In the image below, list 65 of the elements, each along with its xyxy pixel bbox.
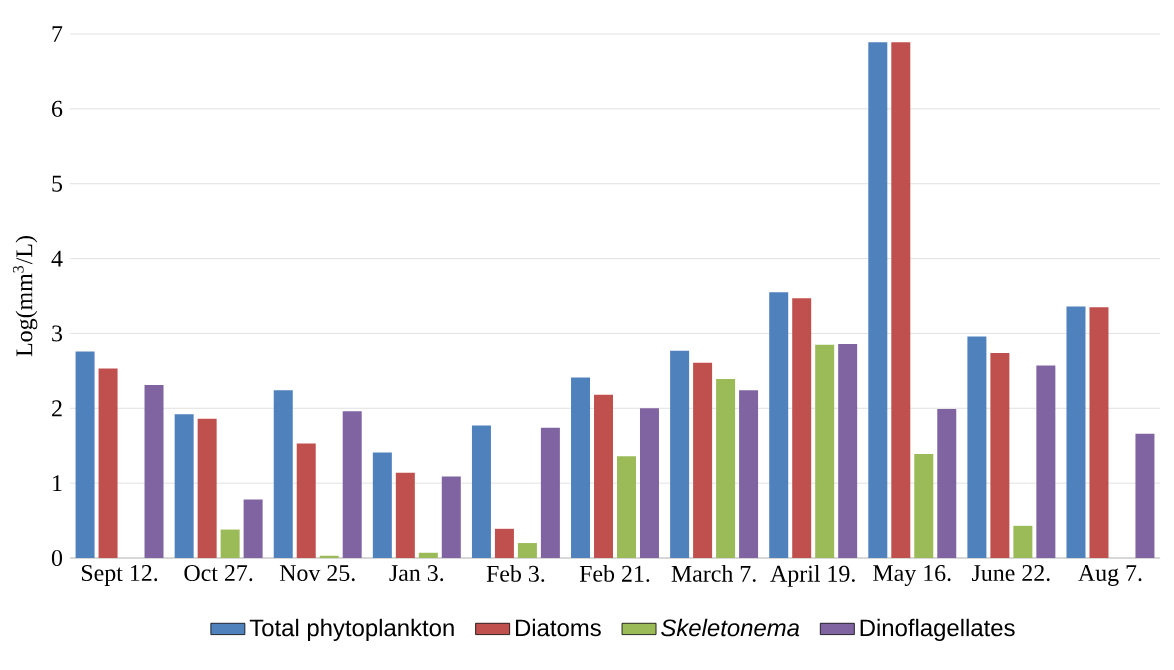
y-tick-label: 4 [51,250,63,267]
y-tick-label: 0 [51,549,63,567]
bar [1135,433,1155,558]
legend-label: Diatoms [515,618,601,637]
y-tick-label: 2 [52,400,62,417]
bar [220,529,240,558]
bar [967,336,987,558]
bar [174,414,194,558]
bar [868,42,888,558]
bar [792,298,812,558]
bar [342,411,362,558]
x-tick-label: April 19. [770,565,855,587]
bar [594,394,614,558]
bar [273,390,293,558]
x-tick-label: Oct 27. [184,565,253,582]
bar [639,408,659,558]
x-tick-label: Nov 25. [279,565,355,582]
bar [395,472,415,558]
bar [990,352,1010,558]
bar [1089,307,1109,558]
x-tick-label: Feb 3. [486,565,545,582]
x-tick-label: May 16. [873,565,951,587]
y-tick-label: 5 [52,175,63,192]
bar [197,418,217,558]
y-tick-label: 1 [53,475,62,492]
x-tick-label: Sept 12. [81,565,158,586]
bar [471,425,491,558]
bar [670,350,690,558]
bar [914,453,934,558]
bar [891,42,911,558]
bar [1066,306,1086,558]
bar [441,476,461,558]
y-tick-label: 6 [52,100,63,117]
bar [540,427,560,558]
bar [769,292,789,558]
bar [617,456,636,558]
bar [838,343,858,558]
x-tick-label: March 7. [671,565,756,582]
bar [937,409,957,558]
y-tick-label: 7 [52,26,63,42]
legend-label: Total phytoplankton [249,618,454,642]
bar [716,379,736,558]
bar [517,543,537,558]
bar [144,385,164,558]
bar [1036,365,1056,558]
bar [75,351,95,558]
x-tick-label: Feb 21. [579,565,650,582]
bar [739,390,759,558]
legend-label: Dinoflagellates [860,618,1015,642]
bar [1013,525,1033,558]
bar [418,552,438,558]
y-axis-title: Log(mm$^{3}$/L) [12,236,38,357]
bar [98,368,118,558]
x-tick-label: Aug 7. [1078,565,1142,586]
bar [372,452,392,558]
y-tick-label: 3 [52,325,63,342]
bar [571,377,591,558]
x-tick-label: June 22. [972,565,1050,582]
x-tick-label: Jan 3. [389,565,444,582]
bar [815,344,835,558]
bar [693,362,713,558]
bar [296,443,316,558]
bar [243,499,263,558]
bar [494,528,514,558]
legend-label: Skeletonema [661,618,800,637]
